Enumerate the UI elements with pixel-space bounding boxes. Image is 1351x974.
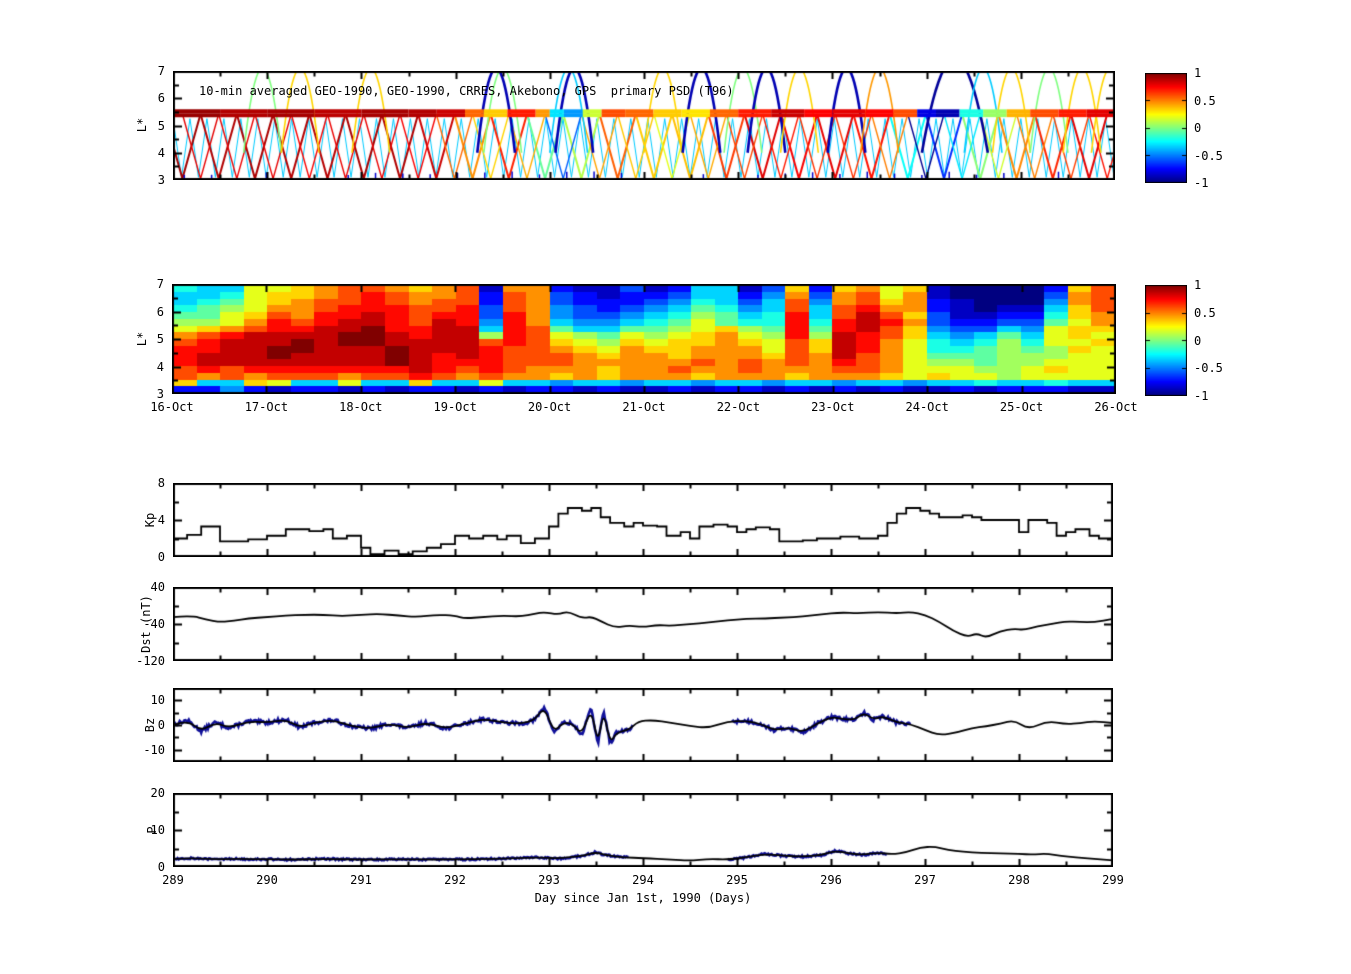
day-tick-label: 296 <box>820 873 842 887</box>
bz-plot <box>173 688 1113 762</box>
colorbar-tick-label: -1 <box>1194 389 1209 403</box>
day-tick-label: 299 <box>1102 873 1124 887</box>
date-tick-label: 18-Oct <box>339 400 383 414</box>
map-y-tick-label: 4 <box>156 359 164 374</box>
kp-y-tick-label: 0 <box>157 550 165 564</box>
day-tick-label: 290 <box>256 873 278 887</box>
colorbar-tick-label: -0.5 <box>1194 148 1223 163</box>
dst-plot <box>173 587 1113 661</box>
day-tick-label: 298 <box>1008 873 1030 887</box>
colorbar-tick-label: 1 <box>1194 278 1202 292</box>
dst-y-tick-label: -40 <box>143 617 165 631</box>
date-tick-label: 23-Oct <box>811 400 855 414</box>
date-tick-label: 25-Oct <box>999 400 1044 414</box>
map-y-tick-label: 6 <box>156 304 164 319</box>
bz-y-tick-label: -10 <box>143 742 165 757</box>
trails-y-tick-label: 3 <box>157 173 165 187</box>
map-y-tick-label: 5 <box>156 332 164 346</box>
day-tick-label: 292 <box>444 873 466 887</box>
psd-map-plot <box>172 284 1116 394</box>
p-y-tick-label: 10 <box>150 823 165 837</box>
date-tick-label: 24-Oct <box>905 400 949 414</box>
colorbar-tick-label: 0.5 <box>1194 305 1216 320</box>
colorbar-tick-label: -1 <box>1194 176 1209 190</box>
day-tick-label: 295 <box>726 873 748 887</box>
colorbar-tick-label: 0 <box>1194 333 1202 348</box>
day-tick-label: 297 <box>914 873 936 887</box>
day-tick-label: 289 <box>162 873 184 887</box>
colorbar-tick-label: 0.5 <box>1194 93 1216 108</box>
p-y-tick-label: 20 <box>150 786 165 800</box>
date-tick-label: 17-Oct <box>244 400 289 414</box>
date-tick-label: 16-Oct <box>150 400 194 414</box>
date-tick-label: 19-Oct <box>433 400 477 414</box>
trails-y-tick-label: 6 <box>157 91 165 106</box>
map-y-tick-label: 7 <box>156 277 164 291</box>
kp-y-tick-label: 8 <box>157 476 165 490</box>
day-tick-label: 293 <box>538 873 560 887</box>
trails-y-tick-label: 4 <box>157 145 165 160</box>
psd-trails-title: 10-min averaged GEO-1990, GEO-1990, CRRE… <box>199 84 734 98</box>
x-axis-label: Day since Jan 1st, 1990 (Days) <box>534 891 752 905</box>
date-tick-label: 22-Oct <box>716 400 761 414</box>
day-tick-label: 294 <box>632 873 654 887</box>
bz-y-tick-label: 0 <box>157 718 165 732</box>
p-plot <box>173 793 1113 867</box>
psd-trails-plot <box>173 71 1115 180</box>
day-tick-label: 291 <box>350 873 372 887</box>
kp-plot <box>173 483 1113 557</box>
p-y-tick-label: 0 <box>157 860 165 874</box>
date-tick-label: 20-Oct <box>527 400 572 414</box>
date-tick-label: 21-Oct <box>622 400 666 414</box>
colorbar-top <box>1145 73 1187 183</box>
date-tick-label: 26-Oct <box>1094 400 1138 414</box>
colorbar-map <box>1145 285 1187 396</box>
colorbar-tick-label: 1 <box>1194 66 1202 80</box>
colorbar-tick-label: -0.5 <box>1194 361 1223 376</box>
bz-y-tick-label: 10 <box>150 693 165 708</box>
colorbar-tick-label: 0 <box>1194 121 1202 135</box>
dst-y-tick-label: -120 <box>136 654 165 668</box>
trails-y-tick-label: 5 <box>157 118 165 133</box>
trails-y-tick-label: 7 <box>157 64 165 78</box>
dst-y-tick-label: 40 <box>150 580 165 594</box>
map-y-tick-label: 3 <box>156 387 164 401</box>
kp-y-tick-label: 4 <box>157 513 165 527</box>
